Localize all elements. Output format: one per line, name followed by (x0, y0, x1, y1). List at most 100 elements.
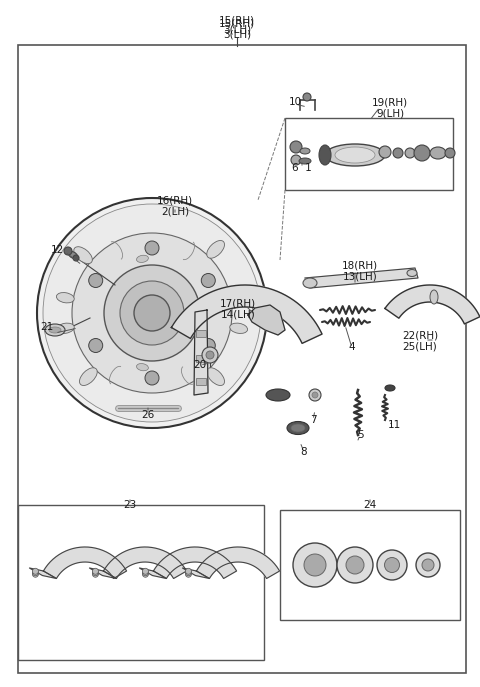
Ellipse shape (57, 323, 74, 333)
Text: 15(RH)
3(LH): 15(RH) 3(LH) (219, 18, 255, 40)
Ellipse shape (335, 147, 375, 163)
Ellipse shape (287, 422, 309, 434)
Circle shape (422, 559, 434, 571)
Ellipse shape (430, 290, 438, 304)
Ellipse shape (230, 293, 248, 303)
Text: 22(RH)
25(LH): 22(RH) 25(LH) (402, 330, 438, 352)
Circle shape (293, 543, 337, 587)
Text: 20: 20 (193, 360, 206, 370)
Circle shape (377, 550, 407, 580)
Ellipse shape (69, 251, 78, 258)
Circle shape (73, 255, 79, 261)
Polygon shape (305, 268, 418, 288)
Ellipse shape (319, 145, 331, 165)
Polygon shape (29, 568, 57, 578)
Circle shape (405, 148, 415, 158)
Text: 24: 24 (363, 500, 377, 510)
Circle shape (303, 93, 311, 101)
Circle shape (445, 148, 455, 158)
Bar (280, 510, 460, 620)
Ellipse shape (266, 389, 290, 401)
Circle shape (337, 547, 373, 583)
Circle shape (393, 148, 403, 158)
Ellipse shape (207, 368, 225, 385)
Circle shape (384, 557, 399, 572)
Ellipse shape (45, 324, 65, 336)
Text: 5: 5 (357, 430, 363, 440)
Circle shape (93, 570, 98, 576)
Circle shape (64, 247, 72, 255)
Polygon shape (385, 285, 480, 324)
Text: 3(LH): 3(LH) (223, 24, 251, 34)
Text: 18(RH)
13(LH): 18(RH) 13(LH) (342, 260, 378, 282)
Circle shape (33, 568, 38, 574)
Ellipse shape (200, 326, 207, 337)
Circle shape (206, 351, 214, 359)
Ellipse shape (325, 144, 385, 166)
Text: 7: 7 (310, 415, 316, 425)
Circle shape (291, 155, 301, 165)
Text: 26: 26 (142, 410, 155, 420)
Ellipse shape (74, 247, 92, 264)
Polygon shape (154, 547, 237, 578)
Ellipse shape (136, 363, 148, 371)
Polygon shape (182, 568, 209, 578)
Circle shape (185, 572, 192, 577)
Circle shape (145, 371, 159, 385)
Circle shape (416, 553, 440, 577)
Text: 6  1: 6 1 (292, 163, 312, 173)
Bar (196, 378, 206, 385)
Ellipse shape (303, 278, 317, 288)
Circle shape (304, 554, 326, 576)
Circle shape (72, 233, 232, 393)
Polygon shape (103, 547, 187, 578)
Text: 21: 21 (40, 322, 54, 332)
Ellipse shape (407, 269, 417, 276)
Circle shape (120, 281, 184, 345)
Polygon shape (248, 305, 285, 335)
Text: 10: 10 (288, 97, 301, 107)
Ellipse shape (136, 256, 148, 262)
Circle shape (33, 570, 38, 576)
Text: 16(RH)
2(LH): 16(RH) 2(LH) (157, 195, 193, 216)
Circle shape (309, 389, 321, 401)
Polygon shape (196, 547, 279, 578)
Text: 4: 4 (348, 342, 355, 352)
Text: 8: 8 (300, 447, 307, 457)
Bar (196, 355, 206, 362)
Circle shape (93, 568, 98, 574)
Text: 12: 12 (50, 245, 64, 255)
Polygon shape (171, 285, 322, 344)
Ellipse shape (430, 147, 446, 159)
Bar (285, 118, 453, 190)
Polygon shape (139, 568, 167, 578)
Circle shape (89, 339, 103, 352)
Circle shape (201, 339, 216, 352)
Circle shape (201, 273, 216, 287)
Circle shape (185, 568, 192, 574)
Bar (196, 330, 206, 337)
Circle shape (202, 347, 218, 363)
Circle shape (37, 198, 267, 428)
Ellipse shape (385, 385, 395, 391)
Circle shape (346, 556, 364, 574)
Circle shape (414, 145, 430, 161)
Polygon shape (89, 568, 117, 578)
Text: 11: 11 (387, 420, 401, 430)
Circle shape (185, 570, 192, 576)
Circle shape (43, 204, 261, 422)
Ellipse shape (57, 293, 74, 303)
Ellipse shape (299, 158, 311, 164)
Circle shape (290, 141, 302, 153)
Text: 23: 23 (123, 500, 137, 510)
Circle shape (379, 146, 391, 158)
Text: 17(RH)
14(LH): 17(RH) 14(LH) (220, 298, 256, 319)
Circle shape (33, 572, 38, 577)
Circle shape (143, 568, 148, 574)
Ellipse shape (80, 368, 97, 385)
Polygon shape (43, 547, 127, 578)
Circle shape (89, 273, 103, 287)
Text: 15(RH): 15(RH) (219, 15, 255, 25)
Polygon shape (194, 310, 208, 395)
Ellipse shape (291, 424, 305, 432)
